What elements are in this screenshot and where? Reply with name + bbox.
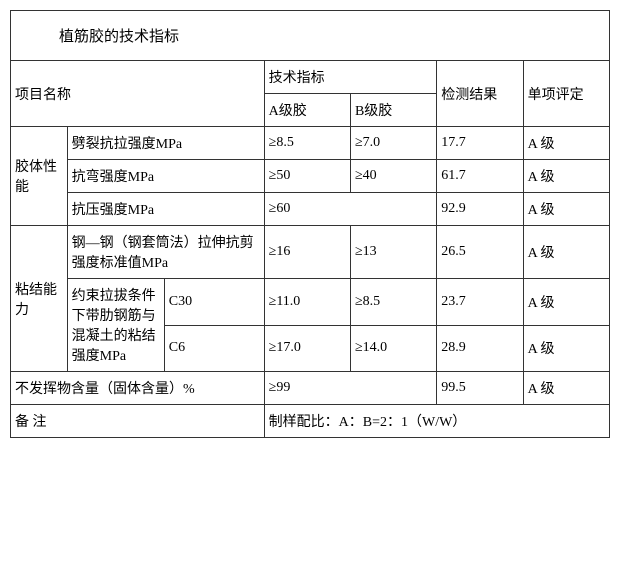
cell-result: 28.9 [437, 325, 523, 372]
cell-ab: ≥60 [264, 193, 437, 226]
cell-grade: A 级 [523, 325, 609, 372]
footer-row: 备 注 制样配比：A：B=2：1（W/W） [11, 405, 610, 438]
cell-item: 不发挥物含量（固体含量）% [11, 372, 265, 405]
cell-a: ≥8.5 [264, 127, 350, 160]
cell-item: 抗弯强度MPa [67, 160, 264, 193]
group-body-perf: 胶体性能 [11, 127, 68, 226]
table-row: 抗弯强度MPa ≥50 ≥40 61.7 A 级 [11, 160, 610, 193]
cell-a: ≥11.0 [264, 279, 350, 326]
table-row: 粘结能力 钢—钢（钢套筒法）拉伸抗剪强度标准值MPa ≥16 ≥13 26.5 … [11, 226, 610, 279]
hdr-tech-spec: 技术指标 [264, 61, 437, 94]
cell-result: 17.7 [437, 127, 523, 160]
cell-result: 23.7 [437, 279, 523, 326]
cell-item: C30 [164, 279, 264, 326]
table-row: 约束拉拔条件下带肋钢筋与混凝土的粘结强度MPa C30 ≥11.0 ≥8.5 2… [11, 279, 610, 326]
hdr-single-eval: 单项评定 [523, 61, 609, 127]
cell-b: ≥40 [350, 160, 436, 193]
group-bond-ability: 粘结能力 [11, 226, 68, 372]
cell-item: 劈裂抗拉强度MPa [67, 127, 264, 160]
table-row: 抗压强度MPa ≥60 92.9 A 级 [11, 193, 610, 226]
cell-a: ≥17.0 [264, 325, 350, 372]
cell-result: 92.9 [437, 193, 523, 226]
header-row-1: 项目名称 技术指标 检测结果 单项评定 [11, 61, 610, 94]
cell-a: ≥50 [264, 160, 350, 193]
cell-item: 钢—钢（钢套筒法）拉伸抗剪强度标准值MPa [67, 226, 264, 279]
title-block: 植筋胶的技术指标 [10, 10, 610, 60]
remark-label: 备 注 [11, 405, 265, 438]
cell-b: ≥8.5 [350, 279, 436, 326]
page-root: 植筋胶的技术指标 项目名称 技术指标 检测结果 单项评定 A级胶 B级胶 胶体性… [10, 10, 610, 438]
cell-b: ≥13 [350, 226, 436, 279]
cell-grade: A 级 [523, 279, 609, 326]
hdr-test-result: 检测结果 [437, 61, 523, 127]
hdr-project-name: 项目名称 [11, 61, 265, 127]
cell-result: 26.5 [437, 226, 523, 279]
cell-ab: ≥99 [264, 372, 437, 405]
page-title: 植筋胶的技术指标 [59, 29, 179, 45]
cell-sub: 约束拉拔条件下带肋钢筋与混凝土的粘结强度MPa [67, 279, 164, 372]
cell-result: 99.5 [437, 372, 523, 405]
cell-grade: A 级 [523, 193, 609, 226]
cell-b: ≥14.0 [350, 325, 436, 372]
cell-b: ≥7.0 [350, 127, 436, 160]
spec-table: 项目名称 技术指标 检测结果 单项评定 A级胶 B级胶 胶体性能 劈裂抗拉强度M… [10, 60, 610, 438]
cell-grade: A 级 [523, 127, 609, 160]
cell-a: ≥16 [264, 226, 350, 279]
hdr-a-grade: A级胶 [264, 94, 350, 127]
cell-item: 抗压强度MPa [67, 193, 264, 226]
cell-grade: A 级 [523, 226, 609, 279]
cell-item: C6 [164, 325, 264, 372]
remark-value: 制样配比：A：B=2：1（W/W） [264, 405, 609, 438]
cell-grade: A 级 [523, 372, 609, 405]
hdr-b-grade: B级胶 [350, 94, 436, 127]
table-row: 胶体性能 劈裂抗拉强度MPa ≥8.5 ≥7.0 17.7 A 级 [11, 127, 610, 160]
cell-result: 61.7 [437, 160, 523, 193]
cell-grade: A 级 [523, 160, 609, 193]
table-row: 不发挥物含量（固体含量）% ≥99 99.5 A 级 [11, 372, 610, 405]
